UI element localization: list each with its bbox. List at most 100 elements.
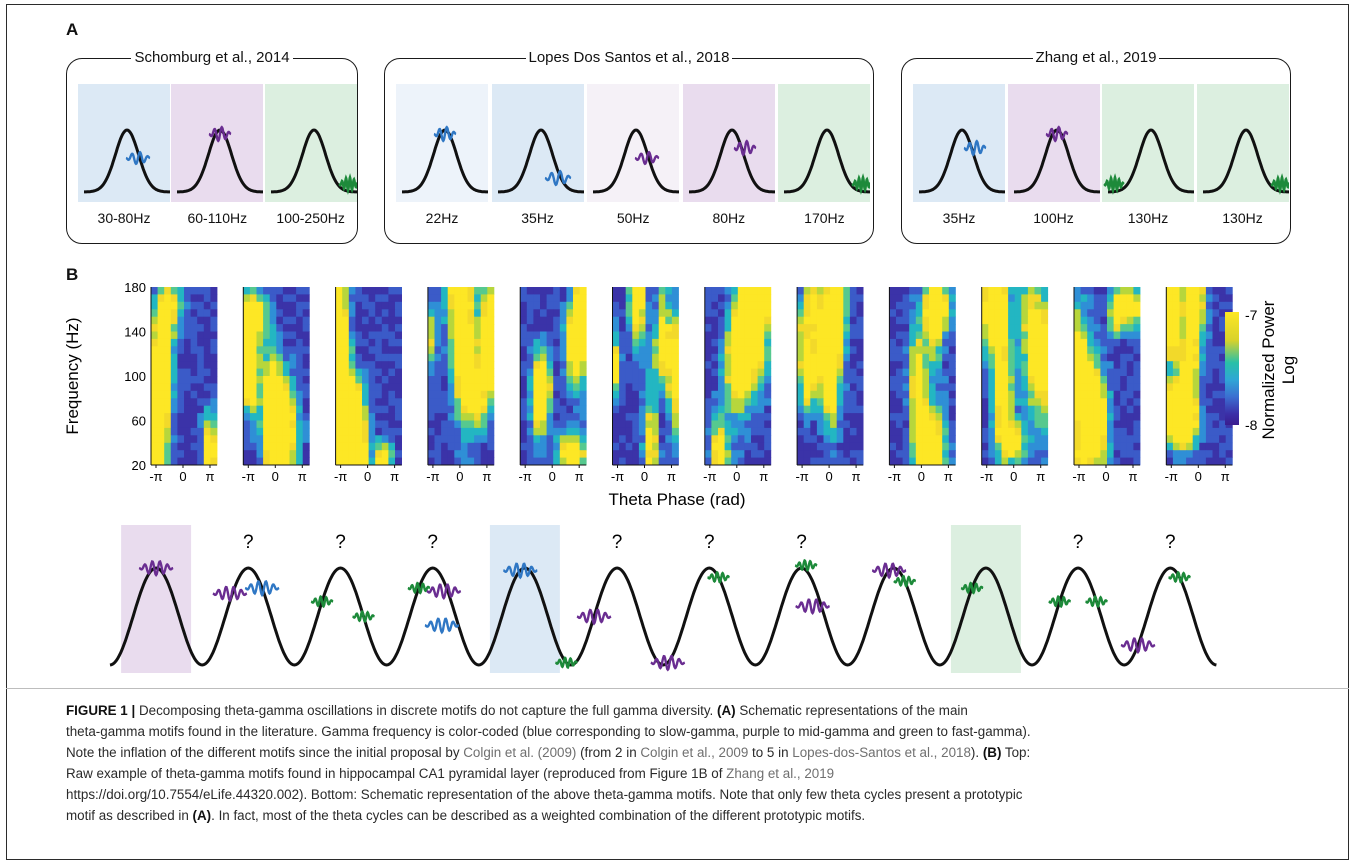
figure-label: FIGURE 1 | xyxy=(66,703,136,718)
citation-link[interactable]: Colgin et al., 2009 xyxy=(640,745,749,760)
x-tick-label: π xyxy=(667,469,676,484)
gamma-burst xyxy=(544,169,571,187)
x-tick-label: 0 xyxy=(733,469,740,484)
x-tick-label: -π xyxy=(703,469,716,484)
gamma-burst xyxy=(554,656,578,670)
x-tick-label: 0 xyxy=(1102,469,1109,484)
theta-curve xyxy=(784,128,871,194)
motif-theta-wave xyxy=(1202,128,1289,195)
caption-text: . In fact, most of the theta cycles can … xyxy=(211,808,866,823)
caption-line-6: motif as described in (A). In fact, most… xyxy=(66,805,1336,826)
x-tick-label: 0 xyxy=(549,469,556,484)
x-tick-label: -π xyxy=(980,469,993,484)
gamma-burst xyxy=(352,609,375,623)
motif-theta-wave xyxy=(1013,125,1100,194)
motif-frequency-label: 22Hz xyxy=(425,210,459,226)
x-tick-label: 0 xyxy=(641,469,648,484)
heatmap xyxy=(704,287,772,466)
question-mark: ? xyxy=(1165,532,1176,553)
caption-line-1: FIGURE 1 | Decomposing theta-gamma oscil… xyxy=(66,700,1336,721)
gamma-burst xyxy=(794,558,818,572)
heatmap xyxy=(981,287,1049,466)
motif-theta-wave xyxy=(784,128,871,195)
heatmap xyxy=(889,287,956,466)
motif-theta-wave xyxy=(177,125,264,194)
y-axis-label: Frequency (Hz) xyxy=(63,317,82,434)
motif-frequency-label: 30-80Hz xyxy=(97,210,151,226)
citation-link[interactable]: Colgin et al. (2009) xyxy=(463,745,577,760)
caption-text: Decomposing theta-gamma oscillations in … xyxy=(135,703,717,718)
caption-text: (from 2 in xyxy=(576,745,641,760)
colorbar xyxy=(1225,312,1239,425)
caption-divider xyxy=(6,688,1349,689)
question-mark: ? xyxy=(243,532,254,553)
colorbar-max-label: -7 xyxy=(1245,307,1258,323)
motif-group-box: Schomburg et al., 2014 xyxy=(66,49,358,244)
caption-text: to 5 in xyxy=(748,745,793,760)
gamma-burst xyxy=(893,574,917,588)
panel-b-label: B xyxy=(66,265,79,284)
figure-caption: FIGURE 1 | Decomposing theta-gamma oscil… xyxy=(66,700,1336,826)
gamma-burst xyxy=(576,608,612,626)
heatmap xyxy=(612,287,679,466)
figure-frame xyxy=(6,4,1349,860)
theta-curve xyxy=(497,128,584,194)
motif-theta-wave xyxy=(402,125,488,194)
caption-text: ). xyxy=(970,745,983,760)
citation-link[interactable]: Zhang et al., 2019 xyxy=(726,766,835,781)
motif-group-box: Zhang et al., 2019 xyxy=(901,49,1291,244)
y-tick-label: 60 xyxy=(132,414,146,429)
x-tick-label: -π xyxy=(888,469,901,484)
caption-ref-a: (A) xyxy=(192,808,212,823)
cycle-highlight xyxy=(121,525,192,673)
theta-curve xyxy=(84,128,170,194)
x-tick-label: π xyxy=(759,469,768,484)
theta-curve xyxy=(1108,128,1194,194)
caption-ref-a: (A) xyxy=(717,703,736,718)
question-mark: ? xyxy=(1073,532,1084,553)
motif-background xyxy=(491,84,584,202)
gamma-burst xyxy=(960,581,984,595)
question-mark: ? xyxy=(427,532,438,553)
heatmap xyxy=(427,287,495,466)
motif-frequency-label: 170Hz xyxy=(804,210,845,226)
motif-group-title: Schomburg et al., 2014 xyxy=(67,48,357,68)
motif-frequency-label: 130Hz xyxy=(1222,210,1263,226)
x-tick-label: -π xyxy=(149,469,162,484)
x-tick-label: π xyxy=(1036,469,1045,484)
question-mark: ? xyxy=(704,532,715,553)
gamma-burst xyxy=(1269,173,1289,195)
motif-background xyxy=(1007,84,1100,202)
gamma-burst xyxy=(851,173,871,195)
citation-link[interactable]: Lopes-dos-Santos et al., 2018 xyxy=(792,745,971,760)
x-tick-label: -π xyxy=(611,469,624,484)
colorbar-min-label: -8 xyxy=(1245,417,1258,433)
motif-theta-wave xyxy=(1103,128,1194,195)
gamma-burst xyxy=(426,583,462,601)
y-tick-label: 100 xyxy=(124,369,146,384)
x-tick-label: π xyxy=(206,469,215,484)
motif-theta-wave xyxy=(919,128,1005,194)
theta-curve xyxy=(593,128,680,194)
heatmap xyxy=(243,287,310,466)
x-tick-label: -π xyxy=(242,469,255,484)
caption-text: Schematic representations of the main xyxy=(735,703,968,718)
gamma-burst xyxy=(1168,570,1191,584)
heatmap xyxy=(335,287,402,466)
motif-frequency-label: 100-250Hz xyxy=(276,210,345,226)
gamma-burst xyxy=(208,125,232,143)
motif-frequency-label: 80Hz xyxy=(712,210,746,226)
x-tick-label: π xyxy=(390,469,399,484)
gamma-burst xyxy=(407,581,431,595)
colorbar-label-log: Log xyxy=(1279,356,1298,384)
caption-line-4: Raw example of theta-gamma motifs found … xyxy=(66,763,1336,784)
x-tick-label: 0 xyxy=(918,469,925,484)
x-tick-label: 0 xyxy=(272,469,279,484)
motif-frequency-label: 35Hz xyxy=(521,210,554,226)
cycle-highlight xyxy=(950,525,1021,673)
motif-theta-wave xyxy=(270,128,357,195)
x-tick-label: π xyxy=(1129,469,1138,484)
heatmap xyxy=(797,287,864,466)
x-tick-label: 0 xyxy=(179,469,186,484)
x-tick-label: -π xyxy=(334,469,347,484)
